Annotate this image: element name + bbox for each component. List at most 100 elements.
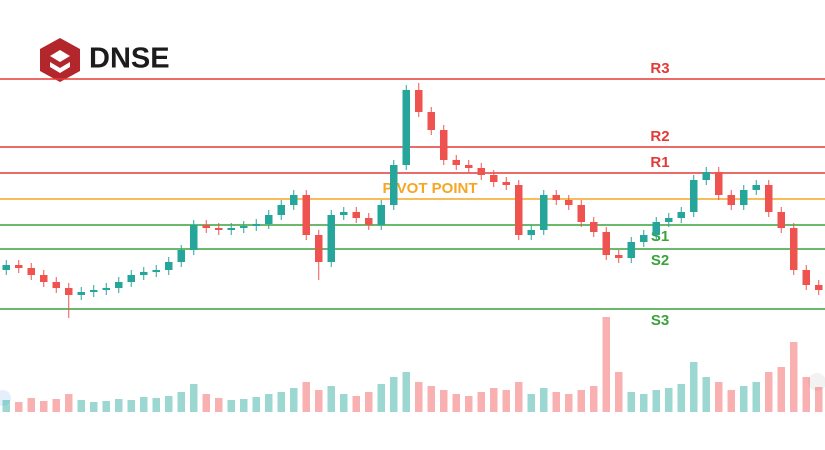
candle-body bbox=[252, 224, 260, 226]
volume-bar bbox=[315, 390, 323, 412]
level-label: S3 bbox=[651, 312, 669, 329]
candle-body bbox=[377, 205, 385, 225]
candle-body bbox=[702, 172, 710, 180]
volume-bar bbox=[602, 317, 610, 412]
volume-bar bbox=[127, 400, 135, 412]
volume-bar bbox=[615, 372, 623, 412]
volume-bar bbox=[440, 390, 448, 412]
volume-bar bbox=[490, 388, 498, 412]
volume-bar bbox=[477, 392, 485, 412]
candle-body bbox=[102, 288, 110, 290]
candle-body bbox=[440, 130, 448, 160]
volume-bar bbox=[115, 399, 123, 412]
candle-body bbox=[602, 232, 610, 255]
candle-body bbox=[465, 165, 473, 168]
candle-body bbox=[77, 292, 85, 295]
level-label: R2 bbox=[650, 128, 669, 145]
volume-bar bbox=[215, 398, 223, 412]
candle-body bbox=[590, 222, 598, 232]
candle-body bbox=[502, 182, 510, 185]
logo: DNSE bbox=[40, 38, 170, 82]
volume-bar bbox=[102, 401, 110, 412]
volume-bar bbox=[652, 390, 660, 412]
candle-body bbox=[290, 195, 298, 205]
volume-bar bbox=[790, 342, 798, 412]
volume-bar bbox=[365, 392, 373, 412]
candle-body bbox=[577, 205, 585, 222]
candle-body bbox=[415, 90, 423, 112]
level-label: R1 bbox=[650, 154, 669, 171]
candle-body bbox=[240, 226, 248, 228]
volume-bar bbox=[752, 382, 760, 412]
volume-bar bbox=[252, 397, 260, 412]
candle-body bbox=[752, 185, 760, 190]
candle-body bbox=[727, 195, 735, 205]
candle-body bbox=[452, 160, 460, 165]
volume-bar bbox=[552, 392, 560, 412]
candle-body bbox=[2, 265, 10, 270]
candle-body bbox=[115, 282, 123, 288]
volume-bar bbox=[427, 386, 435, 412]
volume-bar bbox=[565, 394, 573, 412]
candle-body bbox=[27, 268, 35, 275]
corner-button[interactable] bbox=[808, 373, 825, 391]
volume-bar bbox=[802, 377, 810, 412]
volume-bar bbox=[527, 394, 535, 412]
candle-body bbox=[665, 218, 673, 222]
volume-bar bbox=[352, 396, 360, 412]
candle-body bbox=[15, 265, 23, 268]
volume-bar bbox=[165, 396, 173, 412]
volume-bar bbox=[677, 384, 685, 412]
volume-bar bbox=[202, 394, 210, 412]
candle-body bbox=[177, 250, 185, 262]
level-label: R3 bbox=[650, 60, 669, 77]
candle-body bbox=[765, 185, 773, 212]
candle-body bbox=[202, 225, 210, 228]
volume-bar bbox=[40, 401, 48, 412]
volume-bar bbox=[402, 372, 410, 412]
candle-body bbox=[740, 190, 748, 205]
volume-bar bbox=[340, 394, 348, 412]
candle-body bbox=[65, 288, 73, 295]
candle-body bbox=[152, 270, 160, 272]
volume-bar bbox=[265, 394, 273, 412]
volume-bar bbox=[690, 362, 698, 412]
volume-bar bbox=[627, 392, 635, 412]
volume-bar bbox=[15, 402, 23, 412]
volume-bar bbox=[540, 388, 548, 412]
candle-body bbox=[802, 270, 810, 285]
candle-body bbox=[390, 165, 398, 205]
logo-text: DNSE bbox=[89, 43, 170, 75]
candle-body bbox=[302, 195, 310, 235]
candle-body bbox=[427, 112, 435, 130]
logo-icon-mark bbox=[50, 62, 70, 73]
candle-body bbox=[365, 218, 373, 225]
candle-body bbox=[677, 212, 685, 218]
candle-body bbox=[565, 200, 573, 205]
volume-bar bbox=[152, 398, 160, 412]
candle-body bbox=[640, 235, 648, 242]
candle-body bbox=[777, 212, 785, 228]
candle-body bbox=[265, 215, 273, 224]
candle-body bbox=[490, 175, 498, 182]
volume-bar bbox=[27, 398, 35, 412]
volume-bar bbox=[77, 400, 85, 412]
candle-body bbox=[52, 282, 60, 288]
candle-body bbox=[40, 275, 48, 282]
volume-bar bbox=[52, 399, 60, 412]
candle-body bbox=[552, 195, 560, 200]
candle-body bbox=[165, 262, 173, 270]
candle-body bbox=[515, 185, 523, 235]
candle-body bbox=[327, 215, 335, 262]
corner-button[interactable] bbox=[0, 390, 11, 406]
candle-body bbox=[615, 255, 623, 258]
candle-body bbox=[127, 275, 135, 282]
volume-bar bbox=[702, 377, 710, 412]
volume-bar bbox=[377, 384, 385, 412]
candle-body bbox=[627, 242, 635, 258]
volume-bar bbox=[465, 396, 473, 412]
candle-body bbox=[790, 228, 798, 270]
candle-body bbox=[527, 230, 535, 235]
volume-bar bbox=[452, 394, 460, 412]
